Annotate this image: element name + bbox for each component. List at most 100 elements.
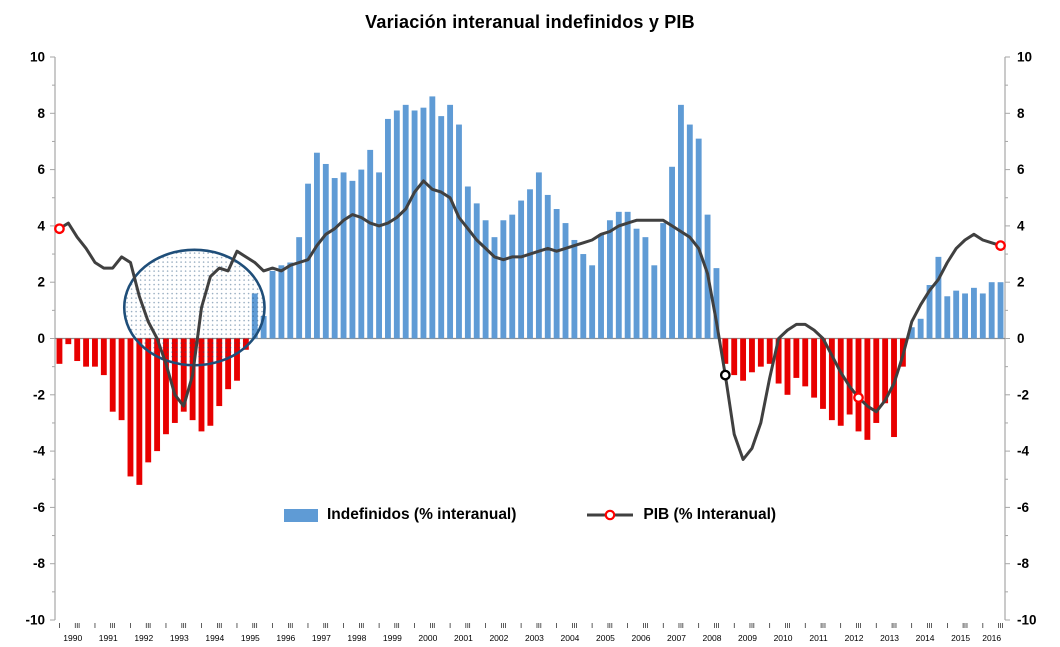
- svg-text:III: III: [856, 623, 862, 630]
- svg-text:I: I: [129, 623, 131, 630]
- svg-text:III: III: [607, 623, 613, 630]
- svg-text:1993: 1993: [170, 633, 189, 643]
- bar: [340, 172, 347, 339]
- svg-text:I: I: [733, 623, 735, 630]
- bar: [136, 338, 143, 485]
- bar: [385, 118, 391, 339]
- bar: [509, 214, 516, 339]
- svg-text:I: I: [591, 623, 593, 630]
- legend-label-indefinidos: Indefinidos (% interanual): [326, 506, 517, 523]
- svg-text:III: III: [500, 623, 506, 630]
- svg-text:III: III: [820, 623, 826, 630]
- bar: [100, 338, 107, 376]
- bar: [83, 338, 90, 367]
- svg-text:III: III: [145, 623, 151, 630]
- svg-text:III: III: [110, 623, 116, 630]
- bar: [527, 189, 533, 339]
- bar: [74, 338, 81, 362]
- svg-text:2001: 2001: [454, 633, 473, 643]
- bar: [322, 163, 329, 339]
- bar: [891, 338, 897, 438]
- bar: [749, 338, 755, 373]
- svg-text:III: III: [252, 623, 258, 630]
- svg-text:2008: 2008: [703, 633, 722, 643]
- svg-text:I: I: [414, 623, 416, 630]
- svg-text:1997: 1997: [312, 633, 331, 643]
- svg-text:I: I: [840, 623, 842, 630]
- bar: [944, 296, 951, 339]
- svg-text:III: III: [358, 623, 364, 630]
- svg-text:III: III: [287, 623, 293, 630]
- svg-text:III: III: [891, 623, 897, 630]
- svg-text:I: I: [698, 623, 700, 630]
- bar: [686, 124, 693, 339]
- svg-text:2002: 2002: [489, 633, 508, 643]
- bar: [163, 338, 169, 435]
- svg-text:I: I: [520, 623, 522, 630]
- svg-text:III: III: [181, 623, 187, 630]
- bar: [633, 228, 640, 339]
- legend-item-indefinidos: Indefinidos (% interanual): [283, 506, 517, 524]
- line-marker-icon: [853, 392, 864, 403]
- svg-text:I: I: [485, 623, 487, 630]
- svg-text:2006: 2006: [632, 633, 651, 643]
- svg-text:I: I: [982, 623, 984, 630]
- bar: [793, 338, 800, 378]
- bar: [171, 338, 178, 423]
- svg-text:2007: 2007: [667, 633, 686, 643]
- svg-text:0: 0: [1017, 331, 1025, 346]
- bar: [624, 211, 631, 339]
- bar: [908, 327, 915, 339]
- bar: [402, 104, 409, 339]
- bar: [828, 338, 835, 421]
- svg-text:1992: 1992: [134, 633, 153, 643]
- bar: [837, 338, 844, 426]
- bar: [562, 223, 569, 339]
- svg-text:1999: 1999: [383, 633, 402, 643]
- svg-text:III: III: [429, 623, 435, 630]
- bar: [473, 203, 480, 339]
- bar: [225, 338, 232, 390]
- bar: [92, 338, 98, 367]
- svg-text:2015: 2015: [951, 633, 970, 643]
- bar: [145, 338, 152, 463]
- bar: [766, 338, 773, 364]
- svg-text:-8: -8: [1017, 556, 1029, 571]
- bar: [846, 338, 853, 415]
- bar: [962, 293, 968, 339]
- bar: [456, 124, 462, 339]
- bar: [464, 186, 471, 339]
- svg-text:III: III: [216, 623, 222, 630]
- bar: [606, 220, 613, 339]
- line-marker-icon: [995, 240, 1006, 251]
- svg-text:-10: -10: [25, 613, 45, 628]
- svg-text:I: I: [307, 623, 309, 630]
- bar: [873, 338, 880, 423]
- svg-text:6: 6: [1017, 162, 1025, 177]
- svg-text:2009: 2009: [738, 633, 757, 643]
- svg-text:4: 4: [1017, 218, 1025, 233]
- bar: [535, 172, 542, 339]
- bar: [970, 287, 977, 339]
- bar: [997, 282, 1004, 339]
- svg-text:III: III: [962, 623, 968, 630]
- svg-text:8: 8: [37, 106, 45, 121]
- bar: [358, 169, 365, 339]
- bar: [935, 256, 942, 339]
- bar: [988, 282, 995, 339]
- bar: [669, 166, 675, 339]
- bar: [411, 110, 418, 339]
- bar: [118, 338, 125, 421]
- bar: [376, 172, 382, 339]
- svg-text:I: I: [343, 623, 345, 630]
- svg-text:1994: 1994: [205, 633, 224, 643]
- svg-text:2016: 2016: [982, 633, 1001, 643]
- bar: [580, 254, 587, 339]
- svg-text:2003: 2003: [525, 633, 544, 643]
- bar: [260, 315, 267, 339]
- svg-text:I: I: [769, 623, 771, 630]
- bar: [429, 96, 436, 339]
- svg-text:-4: -4: [33, 444, 45, 459]
- bar: [882, 338, 889, 404]
